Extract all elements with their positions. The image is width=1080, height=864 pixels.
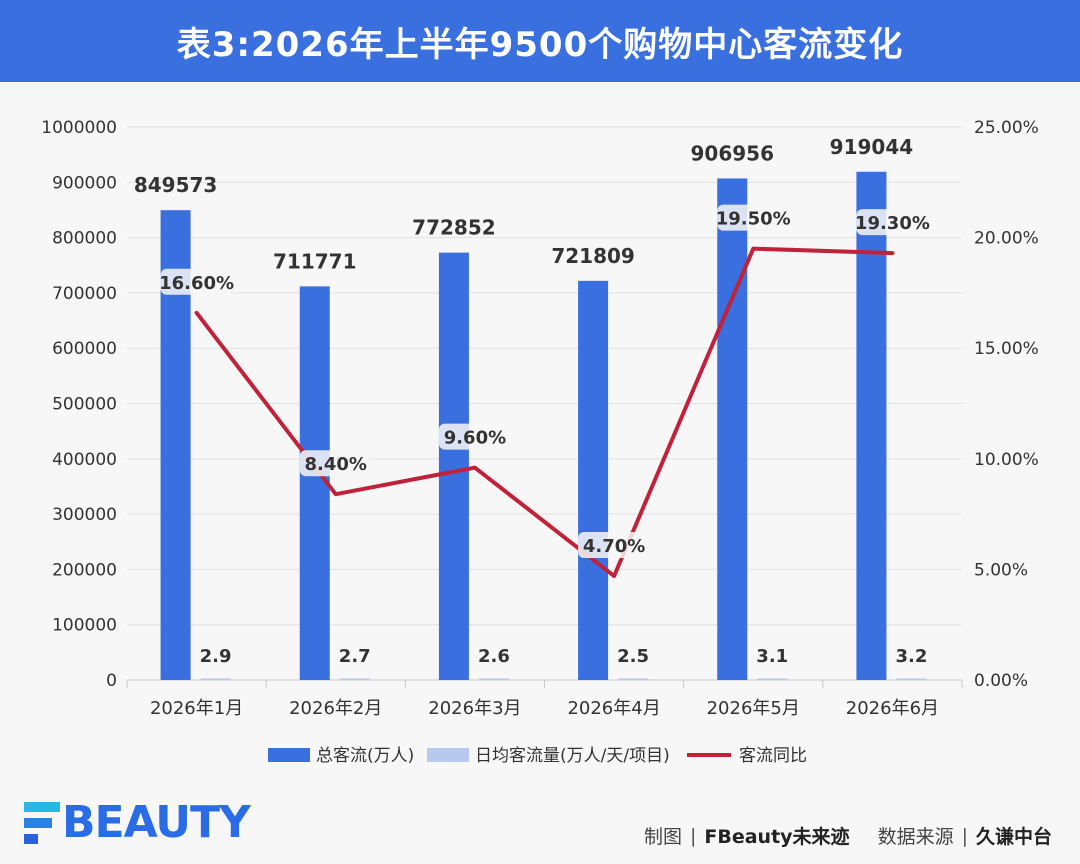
line-label-bg [856,209,929,236]
legend-swatch-total-flow [268,748,310,762]
logo-text: BEAUTY [62,797,251,848]
bar-total-flow [717,178,748,680]
chart-title-banner: 表3:2026年上半年9500个购物中心客流变化 [0,0,1080,82]
credits: 制图 | FBeauty未来迹 数据来源 | 久谦中台 [644,822,1052,849]
line-yoy-label: 16.60% [159,273,234,294]
bar-daily-flow-label: 3.2 [895,646,927,667]
legend-swatch-daily-flow [427,748,469,762]
line-label-bg [438,423,511,450]
logo-f-mark-icon [24,802,60,844]
bar-daily-flow-label: 2.6 [478,646,510,667]
line-yoy-label: 19.50% [716,209,791,230]
footer: BEAUTY 制图 | FBeauty未来迹 数据来源 | 久谦中台 [0,782,1080,864]
bar-daily-flow [478,678,509,680]
y-left-tick-label: 800000 [52,229,117,249]
bar-daily-flow [757,678,788,680]
y-right-tick-label: 15.00% [974,339,1039,359]
y-left-tick-label: 500000 [52,395,117,415]
y-left-tick-label: 1000000 [41,118,117,138]
chart-area: 0 100000 200000 300000 400000 500000 600000 700… [0,82,1080,782]
y-right-tick-label: 0.00% [974,671,1028,691]
bar-daily-flow-label: 2.7 [339,646,371,667]
y-right-tick-label: 5.00% [974,560,1028,580]
bar-total-flow-label: 919044 [830,135,914,159]
x-tick-label: 2026年5月 [707,698,800,719]
y-left-tick-label: 900000 [52,173,117,193]
legend-label-total-flow: 总客流(万人) [316,746,414,766]
legend-label-yoy: 客流同比 [739,746,807,766]
fbeauty-logo: BEAUTY [24,797,251,848]
bar-daily-flow-label: 2.5 [617,646,649,667]
line-yoy-label: 9.60% [444,428,506,449]
bar-total-flow [856,171,887,680]
bar-total-flow [299,286,330,680]
x-tick-label: 2026年1月 [150,698,243,719]
y-right-tick-label: 25.00% [974,118,1039,138]
legend-label-daily-flow: 日均客流量(万人/天/项目) [475,746,670,766]
y-left-tick-label: 300000 [52,505,117,525]
bar-total-flow-label: 849573 [134,173,218,197]
bar-total-flow-label: 711771 [273,249,357,273]
line-label-bg [717,204,790,231]
credit-separator: | [961,824,968,847]
bar-daily-flow [200,678,231,680]
y-left-tick-label: 600000 [52,339,117,359]
bar-daily-flow-label: 3.1 [756,646,788,667]
x-tick-label: 2026年2月 [289,698,382,719]
y-left-tick-label: 700000 [52,284,117,304]
line-yoy-label: 4.70% [583,536,645,557]
y-left-tick-label: 200000 [52,560,117,580]
bar-total-flow-label: 906956 [691,141,775,165]
x-tick-label: 2026年3月 [428,698,521,719]
credit-label-source: 数据来源 [877,826,954,848]
credit-separator: | [689,824,697,847]
combo-chart: 0 100000 200000 300000 400000 500000 600000 700… [41,118,1039,766]
line-label-bg [160,268,233,295]
y-left-tick-label: 0 [106,671,117,691]
bar-daily-flow-label: 2.9 [200,646,232,667]
line-label-bg [299,450,372,477]
credit-label-chart: 制图 [643,826,682,848]
bar-daily-flow [339,678,370,680]
credit-value-source: 久谦中台 [975,826,1052,848]
bar-daily-flow [618,678,649,680]
line-yoy-label: 8.40% [305,454,367,475]
bar-total-flow [438,252,469,680]
bar-daily-flow [896,678,927,680]
line-label-bg [578,532,651,559]
y-left-tick-label: 100000 [52,616,117,636]
y-left-tick-label: 400000 [52,450,117,470]
credit-value-chart: FBeauty未来迹 [704,826,850,848]
chart-title: 表3:2026年上半年9500个购物中心客流变化 [176,24,904,65]
bar-total-flow-label: 772852 [412,216,496,240]
bar-total-flow-label: 721809 [551,244,635,268]
x-tick-label: 2026年4月 [567,698,660,719]
y-right-tick-label: 20.00% [974,229,1039,249]
bar-total-flow [578,280,609,680]
line-yoy-label: 19.30% [855,213,930,234]
x-tick-label: 2026年6月 [846,698,939,719]
y-right-tick-label: 10.00% [974,450,1039,470]
